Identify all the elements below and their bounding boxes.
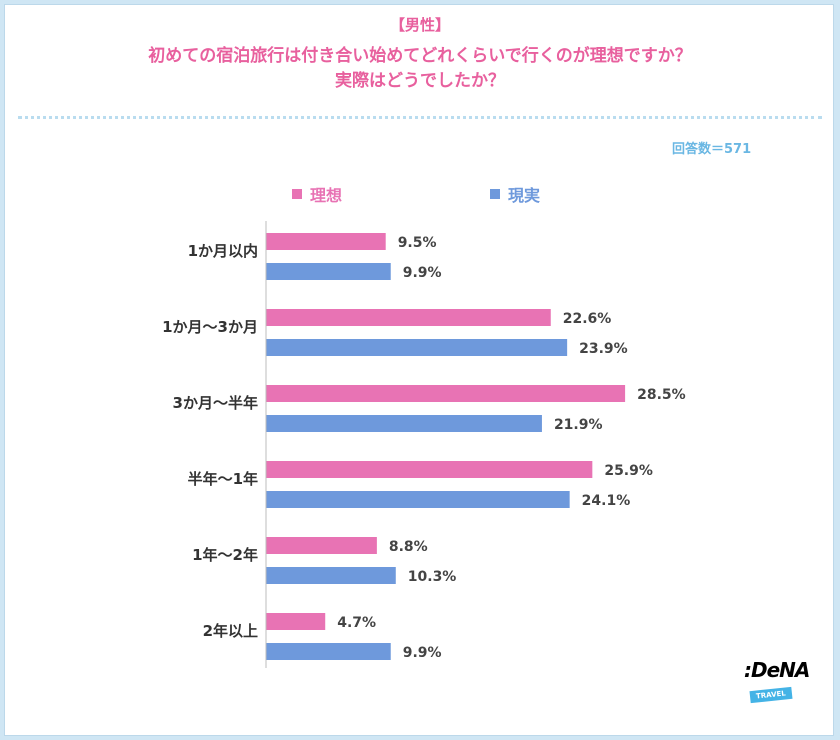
bar-ideal (266, 233, 386, 250)
bar-actual (266, 567, 396, 584)
value-label-ideal: 22.6% (563, 311, 612, 327)
value-label-ideal: 8.8% (389, 539, 428, 555)
chart-title-line-1: 初めての宿泊旅行は付き合い始めてどれくらいで行くのが理想ですか？ (148, 46, 692, 66)
value-label-ideal: 9.5% (398, 235, 437, 251)
value-label-actual: 9.9% (403, 645, 442, 661)
bar-actual (266, 491, 570, 508)
logo-travel-badge: TRAVEL (749, 686, 793, 704)
bar-ideal (266, 613, 326, 630)
category-label: 2年以上 (203, 622, 258, 640)
value-label-actual: 23.9% (579, 341, 628, 357)
category-label: 1か月以内 (188, 242, 258, 260)
sample-size: 回答数＝571 (672, 142, 752, 157)
value-label-ideal: 25.9% (604, 463, 653, 479)
value-label-ideal: 28.5% (637, 387, 686, 403)
chart-subtitle: 【男性】 (389, 16, 450, 34)
bar-actual (266, 643, 391, 660)
category-label: 1年～2年 (192, 546, 258, 564)
legend-ideal-swatch (292, 189, 302, 199)
logo-dena-text: :DeNA (744, 658, 810, 682)
legend-actual-swatch (490, 189, 500, 199)
value-label-actual: 10.3% (408, 569, 457, 585)
legend-actual: 現実 (490, 182, 540, 206)
legend-ideal: 理想 (292, 182, 342, 206)
category-label: 半年～1年 (188, 470, 258, 488)
dotted-divider (18, 116, 822, 119)
category-label: 3か月～半年 (173, 394, 258, 412)
bar-actual (266, 339, 568, 356)
legend-ideal-label: 理想 (310, 186, 343, 205)
category-label: 1か月～3か月 (162, 318, 258, 336)
dena-travel-logo: :DeNA TRAVEL (744, 658, 810, 704)
legend-actual-label: 現実 (508, 186, 541, 205)
value-label-actual: 21.9% (554, 417, 603, 433)
chart-title: 初めての宿泊旅行は付き合い始めてどれくらいで行くのが理想ですか？ 実際はどうでし… (0, 44, 840, 94)
bar-actual (266, 415, 542, 432)
value-label-actual: 24.1% (582, 493, 631, 509)
bar-actual (266, 263, 391, 280)
chart-card (4, 4, 834, 736)
value-label-ideal: 4.7% (337, 615, 376, 631)
bar-ideal (266, 385, 626, 402)
bar-ideal (266, 309, 551, 326)
bar-ideal (266, 537, 377, 554)
bar-ideal (266, 461, 593, 478)
chart-title-line-2: 実際はどうでしたか？ (335, 71, 505, 91)
value-label-actual: 9.9% (403, 265, 442, 281)
